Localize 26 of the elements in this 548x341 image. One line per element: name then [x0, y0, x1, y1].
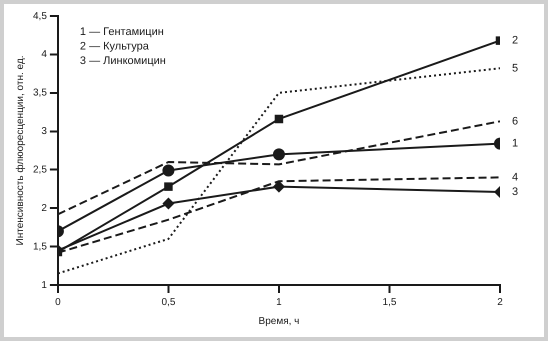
series-label: 2	[512, 34, 518, 47]
x-tick-label: 0	[55, 296, 62, 308]
annotation: 3 — Линкомицин	[80, 55, 166, 68]
series-label: 3	[512, 186, 518, 198]
y-tick-label: 2	[41, 202, 48, 214]
x-tick-label: 0,5	[161, 296, 176, 308]
annotation: 1 — Гентамицин	[80, 26, 164, 38]
x-tick-label: 1,5	[382, 296, 397, 308]
y-tick-label: 4	[41, 49, 48, 60]
y-tick-label: 1,5	[32, 241, 48, 252]
y-tick-label: 2,5	[32, 164, 48, 176]
y-tick-label: 1	[41, 280, 48, 291]
series-label: 1	[512, 138, 518, 150]
x-tick-label: 1	[276, 296, 282, 308]
y-tick-label: 3	[41, 126, 48, 138]
point	[162, 198, 174, 210]
series-label: 5	[512, 62, 518, 74]
x-tick-label: 2	[497, 296, 504, 308]
series-label: 4	[512, 171, 518, 184]
y-axis-title: Интенсивность флюоресценции, отн. ед.	[14, 56, 26, 246]
annotation: 2 — Культура	[80, 40, 150, 53]
point	[272, 180, 285, 193]
y-tick-label: 4,5	[32, 10, 48, 22]
x-axis-title: Время, ч	[258, 316, 300, 327]
y-tick-label: 3,5	[32, 88, 48, 99]
series-label: 6	[512, 115, 518, 128]
